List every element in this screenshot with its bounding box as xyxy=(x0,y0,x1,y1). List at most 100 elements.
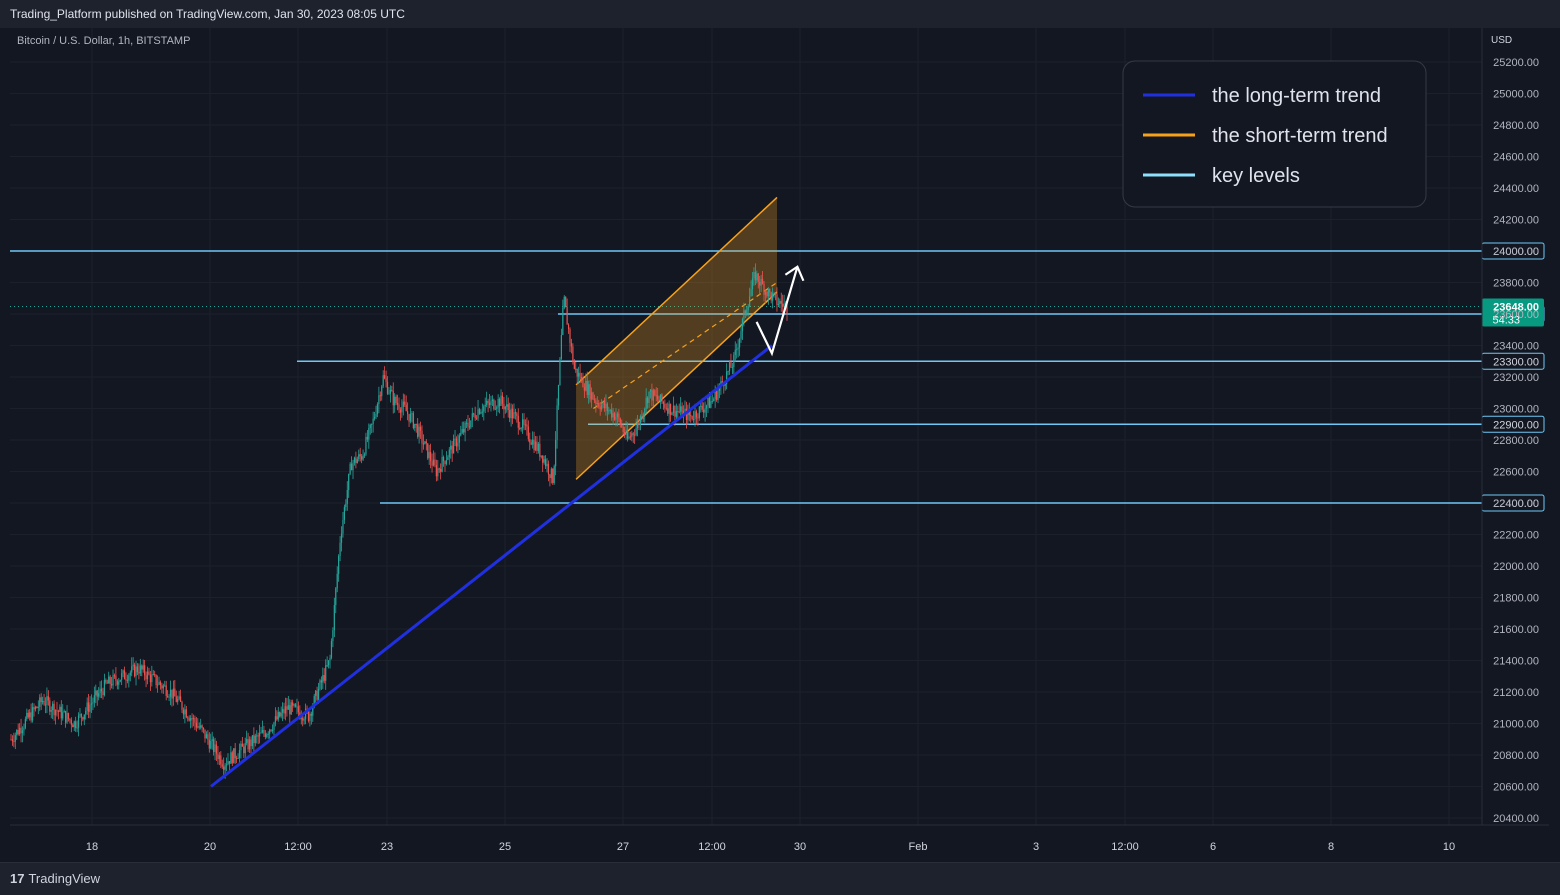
candle-body xyxy=(681,406,683,418)
tradingview-logo[interactable]: 17 TradingView xyxy=(10,871,100,886)
candle-body xyxy=(618,413,620,419)
candle-body xyxy=(468,426,471,428)
candle-body xyxy=(595,400,597,405)
candle-body xyxy=(174,688,176,697)
candle-body xyxy=(241,743,243,747)
candle-body xyxy=(108,676,110,684)
candle-body xyxy=(608,410,610,412)
candle-body xyxy=(126,679,128,681)
candle-body xyxy=(178,696,180,700)
price-tick-label: 25000.00 xyxy=(1493,89,1539,101)
candle-body xyxy=(149,674,151,683)
candle-body xyxy=(300,718,302,720)
key-level-label: 22900.00 xyxy=(1493,419,1539,431)
candle-body xyxy=(261,729,264,733)
candle-body xyxy=(70,720,72,725)
time-tick-label: 12:00 xyxy=(284,841,312,853)
candle-body xyxy=(109,676,111,684)
candle-body xyxy=(690,415,692,417)
candle-body xyxy=(30,712,32,721)
candle-body xyxy=(217,753,219,760)
candle-body xyxy=(326,665,328,667)
candle-body xyxy=(516,413,518,416)
candle-body xyxy=(774,293,777,295)
candle-body xyxy=(567,324,570,330)
candle-body xyxy=(361,456,363,460)
time-tick-label: 12:00 xyxy=(698,841,726,853)
price-axis[interactable]: 20400.00 20600.00 20800.00 21000.00 21200.00… xyxy=(1493,57,1539,825)
price-tick-label: 20800.00 xyxy=(1493,750,1539,762)
candle-body xyxy=(448,449,450,458)
candle-body xyxy=(158,681,160,685)
candle-body xyxy=(455,438,458,447)
candle-body xyxy=(659,394,662,402)
candle-body xyxy=(431,461,433,466)
candle-body xyxy=(631,433,633,437)
candle-body xyxy=(407,411,409,414)
candle-body xyxy=(171,689,173,699)
candle-body xyxy=(290,702,292,715)
candle-body xyxy=(543,459,545,463)
candle-body xyxy=(572,346,574,362)
candle-body xyxy=(415,423,417,425)
candle-body xyxy=(254,735,256,744)
key-levels: 24000.00 23600.00 23300.00 22900.00 22400.00… xyxy=(10,242,1545,512)
candle-body xyxy=(478,409,481,414)
candle-body xyxy=(671,412,673,415)
candle-body xyxy=(76,727,78,729)
candle-body xyxy=(142,665,144,670)
candle-body xyxy=(52,703,54,711)
candle-body xyxy=(56,710,58,712)
candle-body xyxy=(786,302,788,313)
candle-body xyxy=(414,423,416,428)
candle-body xyxy=(23,727,25,731)
chart[interactable]: 24000.00 23600.00 23300.00 22900.00 22400.00… xyxy=(0,28,1560,862)
candle-body xyxy=(576,368,578,377)
candle-body xyxy=(628,436,630,439)
candle-body xyxy=(159,681,162,686)
candle-body xyxy=(210,740,212,749)
candle-body xyxy=(62,712,64,719)
candle-body xyxy=(481,411,483,413)
candle-body xyxy=(488,402,491,405)
candle-body xyxy=(392,391,394,406)
candle-body xyxy=(213,739,215,752)
candle-body xyxy=(218,755,220,760)
candle-body xyxy=(602,401,604,405)
candle-body xyxy=(749,296,751,307)
candle-body xyxy=(672,405,675,413)
candle-body xyxy=(757,273,759,282)
candle-body xyxy=(358,454,360,460)
candle-body xyxy=(550,468,552,479)
price-tick-label: 24000.00 xyxy=(1493,246,1539,258)
candle-body xyxy=(649,389,652,392)
candle-body xyxy=(292,702,294,706)
candle-body xyxy=(313,695,315,707)
candle-body xyxy=(43,700,45,705)
time-tick-label: Feb xyxy=(909,841,928,853)
candle-body xyxy=(323,675,325,681)
candle-body xyxy=(98,693,100,697)
candle-body xyxy=(555,439,557,467)
candle-body xyxy=(606,403,608,412)
candle-body xyxy=(73,721,75,728)
price-tick-label: 22800.00 xyxy=(1493,435,1539,447)
candle-body xyxy=(539,443,541,457)
candle-body xyxy=(188,718,190,721)
time-tick-label: 10 xyxy=(1443,841,1455,853)
candle-body xyxy=(103,679,106,696)
candle-body xyxy=(144,665,146,676)
candle-body xyxy=(231,752,233,764)
candle-body xyxy=(201,725,203,728)
candle-body xyxy=(477,409,479,419)
candle-body xyxy=(356,459,358,464)
candle-body xyxy=(534,441,537,451)
candle-body xyxy=(329,657,331,661)
candle-body xyxy=(509,410,511,419)
time-axis[interactable]: 18 20 12:00 23 25 27 12:00 30 Feb 3 12:00 6 8 10 xyxy=(86,841,1455,853)
candle-body xyxy=(688,409,690,416)
candle-body xyxy=(132,664,134,667)
candle-body xyxy=(409,413,412,422)
candle-body xyxy=(238,750,241,758)
candle-body xyxy=(327,660,330,666)
